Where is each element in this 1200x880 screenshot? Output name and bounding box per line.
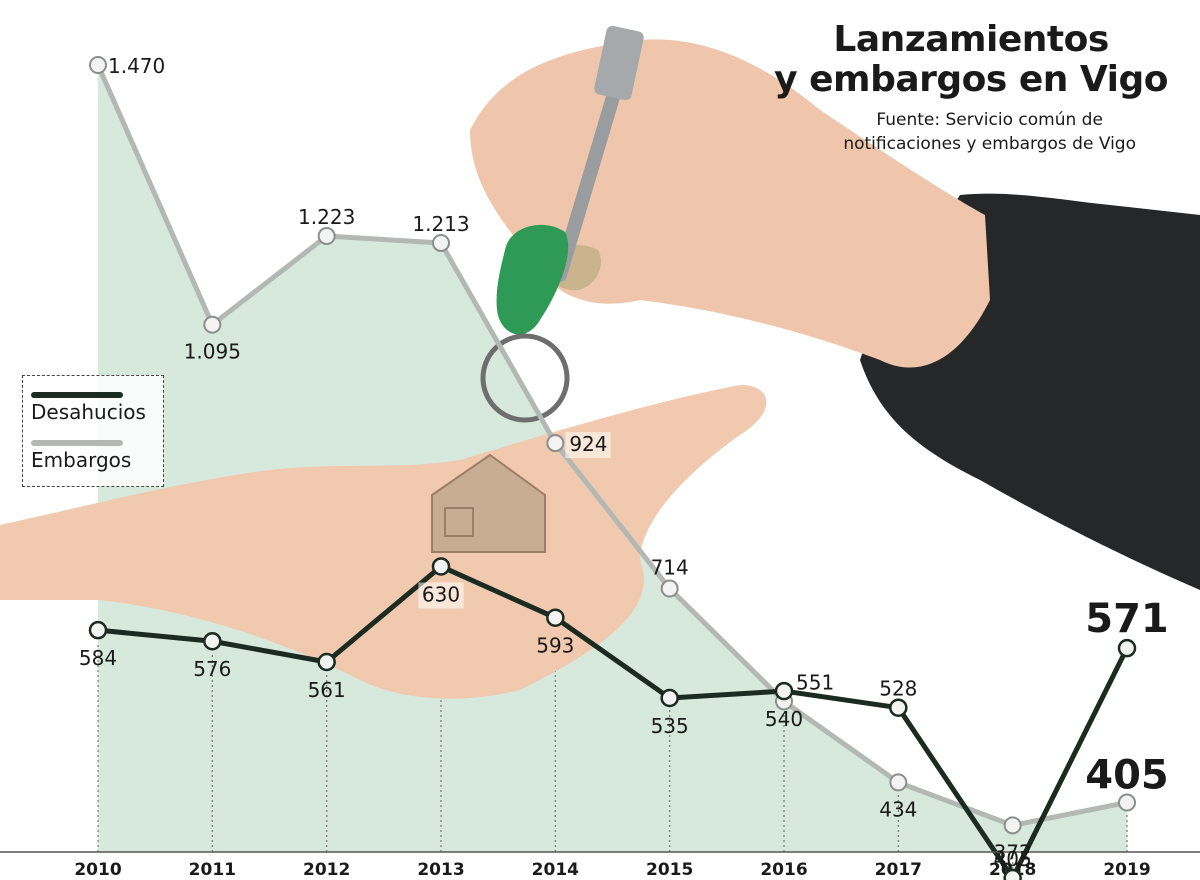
embargos-point-2017	[889, 773, 908, 792]
desahucios-label-2018: 405	[994, 847, 1032, 871]
source-line-2: notificaciones y embargos de Vigo	[843, 134, 1136, 154]
key-grip	[496, 224, 569, 335]
x-tick-label-2012: 2012	[303, 860, 350, 880]
embargos-label-2014-bg	[565, 432, 611, 459]
series-lines	[95, 63, 1130, 880]
house-window	[444, 507, 474, 537]
x-tick-label-2010: 2010	[74, 860, 121, 880]
desahucios-point-2012	[317, 652, 336, 672]
x-tick-label-2019: 2019	[1103, 860, 1150, 880]
chart-source: Fuente: Servicio común de notificaciones…	[843, 108, 1136, 156]
embargos-label-2019: 405	[1085, 753, 1169, 799]
desahucios-label-2015: 535	[651, 714, 689, 738]
title-line-1: Lanzamientos	[833, 19, 1109, 60]
embargos-label-2018: 372	[994, 840, 1032, 864]
house-keychain	[431, 453, 546, 553]
x-tick-label-2014: 2014	[532, 860, 579, 880]
desahucios-label-2017: 528	[879, 677, 917, 701]
desahucios-point-2016	[774, 681, 794, 701]
desahucios-point-2019	[1117, 638, 1137, 658]
x-tick-label-2013: 2013	[417, 860, 464, 880]
key-head	[594, 25, 644, 101]
embargos-point-2013	[432, 233, 450, 252]
embargos-label-2013: 1.213	[412, 212, 469, 236]
desahucios-label-2019: 571	[1085, 596, 1169, 642]
hands-keys-photo	[0, 25, 1200, 699]
desahucios-label-2012: 561	[308, 678, 346, 702]
embargos-label-2011: 1.095	[184, 340, 241, 364]
desahucios-point-2010	[88, 620, 108, 640]
desahucios-point-2011	[203, 631, 222, 651]
legend-swatch-desahucios	[31, 392, 123, 398]
embargos-point-2010	[89, 56, 107, 74]
embargos-point-2015	[660, 579, 679, 598]
legend-swatch-embargos	[31, 440, 123, 446]
embargos-label-2017: 434	[879, 797, 917, 821]
desahucios-point-2015	[660, 688, 679, 708]
desahucios-label-2013-bg	[418, 582, 464, 609]
desahucios-label-2010: 584	[79, 646, 117, 670]
desahucios-point-2014	[546, 608, 565, 627]
desahucios-label-2013: 630	[422, 582, 460, 606]
key-ring	[480, 333, 570, 423]
x-axis: 2010201120122013201420152016201720182019	[0, 851, 1200, 880]
x-tick-label-2011: 2011	[189, 860, 236, 880]
desahucios-point-2018	[1003, 868, 1022, 880]
desahucios-line	[97, 563, 1130, 880]
embargos-label-2014: 924	[569, 432, 607, 456]
embargos-line	[95, 63, 1128, 828]
embargos-point-2018	[1003, 816, 1022, 835]
desahucios-label-2011: 576	[193, 657, 231, 681]
embargos-point-2014	[546, 434, 565, 453]
embargos-label-2016: 551	[796, 670, 834, 694]
embargos-point-2019	[1118, 793, 1136, 812]
x-tick-label-2016: 2016	[760, 860, 807, 880]
chart-title: Lanzamientos y embargos en Vigo	[774, 20, 1168, 100]
embargos-point-2011	[203, 315, 222, 334]
desahucios-point-2017	[889, 698, 908, 717]
embargos-point-2012	[317, 227, 336, 246]
title-line-2: y embargos en Vigo	[774, 59, 1168, 100]
embargos-label-2015: 714	[651, 556, 689, 580]
embargos-label-2010: 1.470	[108, 54, 165, 78]
legend-label-desahucios: Desahucios	[31, 400, 146, 424]
desahucios-label-2014: 593	[536, 634, 574, 658]
x-tick-label-2015: 2015	[646, 860, 693, 880]
desahucios-label-2016: 540	[765, 707, 803, 731]
legend: Desahucios Embargos	[22, 375, 164, 487]
legend-label-embargos: Embargos	[31, 448, 132, 472]
source-line-1: Fuente: Servicio común de	[876, 110, 1103, 130]
lower-hand	[0, 384, 767, 699]
x-tick-label-2017: 2017	[875, 860, 922, 880]
desahucios-point-2013	[431, 557, 451, 576]
embargos-label-2012: 1.223	[298, 205, 355, 229]
